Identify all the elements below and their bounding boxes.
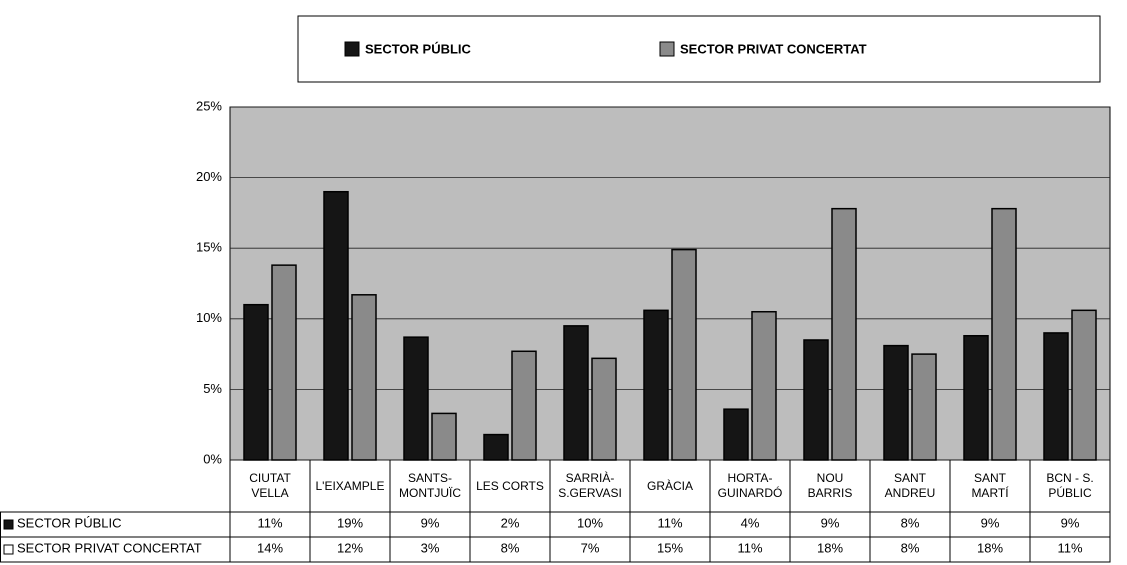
data-label: 7% bbox=[581, 540, 600, 555]
y-tick-label: 5% bbox=[203, 381, 222, 396]
bar bbox=[643, 309, 669, 461]
bar bbox=[751, 310, 777, 461]
data-label: 3% bbox=[421, 540, 440, 555]
table-swatch bbox=[3, 544, 14, 555]
data-label: 4% bbox=[741, 515, 760, 530]
data-label: 9% bbox=[421, 515, 440, 530]
x-tick-label: SANTS- MONTJUÏC bbox=[399, 471, 461, 500]
x-tick-label: CIUTAT VELLA bbox=[249, 471, 291, 500]
legend-swatch bbox=[659, 41, 675, 57]
legend-label: SECTOR PRIVAT CONCERTAT bbox=[680, 41, 867, 56]
y-tick-label: 15% bbox=[196, 240, 222, 255]
bar bbox=[591, 357, 617, 461]
bar bbox=[963, 334, 989, 461]
data-label: 9% bbox=[981, 515, 1000, 530]
x-tick-label: SANT ANDREU bbox=[884, 471, 936, 500]
data-label: 19% bbox=[337, 515, 363, 530]
y-tick-label: 0% bbox=[203, 451, 222, 466]
legend-box bbox=[297, 15, 1101, 83]
bar bbox=[403, 336, 429, 461]
bar bbox=[671, 248, 697, 461]
bar bbox=[911, 353, 937, 461]
bar bbox=[1043, 332, 1069, 461]
bar bbox=[483, 433, 509, 461]
x-tick-label: SARRIÀ- S.GERVASI bbox=[558, 471, 622, 500]
data-label: 11% bbox=[1057, 540, 1082, 555]
x-tick-label: NOU BARRIS bbox=[807, 471, 853, 500]
bar bbox=[511, 350, 537, 461]
data-label: 12% bbox=[337, 540, 363, 555]
bar bbox=[431, 412, 457, 461]
data-label: 9% bbox=[1061, 515, 1080, 530]
bar bbox=[563, 325, 589, 461]
x-tick-label: HORTA- GUINARDÓ bbox=[717, 471, 783, 500]
data-label: 18% bbox=[977, 540, 1003, 555]
data-label: 9% bbox=[821, 515, 840, 530]
bar bbox=[803, 339, 829, 461]
legend-label: SECTOR PÚBLIC bbox=[365, 41, 472, 56]
data-label: 18% bbox=[817, 540, 843, 555]
bar bbox=[723, 408, 749, 461]
table-row-label: SECTOR PÚBLIC bbox=[17, 515, 122, 530]
data-label: 11% bbox=[737, 540, 762, 555]
bar bbox=[323, 190, 349, 461]
y-tick-label: 20% bbox=[196, 169, 222, 184]
bar bbox=[271, 264, 297, 461]
bar bbox=[243, 303, 269, 461]
x-tick-label: GRÀCIA bbox=[646, 478, 693, 493]
y-tick-label: 25% bbox=[196, 98, 222, 113]
x-tick-label: L'EIXAMPLE bbox=[315, 478, 385, 493]
data-label: 8% bbox=[901, 540, 920, 555]
data-label: 14% bbox=[257, 540, 283, 555]
x-tick-label: LES CORTS bbox=[476, 478, 544, 493]
table-swatch bbox=[3, 519, 14, 530]
table-row-label: SECTOR PRIVAT CONCERTAT bbox=[17, 540, 202, 555]
y-tick-label: 10% bbox=[196, 310, 222, 325]
bar bbox=[831, 207, 857, 461]
data-label: 8% bbox=[501, 540, 520, 555]
bar bbox=[883, 344, 909, 461]
data-label: 11% bbox=[257, 515, 282, 530]
data-label: 2% bbox=[501, 515, 520, 530]
legend-swatch bbox=[344, 41, 360, 57]
data-label: 8% bbox=[901, 515, 920, 530]
bar bbox=[1071, 309, 1097, 461]
bar bbox=[991, 207, 1017, 461]
data-label: 11% bbox=[657, 515, 682, 530]
x-tick-label: SANT MARTÍ bbox=[971, 471, 1009, 500]
data-label: 15% bbox=[657, 540, 683, 555]
bar bbox=[351, 294, 377, 461]
data-label: 10% bbox=[577, 515, 603, 530]
x-tick-label: BCN - S. PÚBLIC bbox=[1046, 471, 1094, 500]
